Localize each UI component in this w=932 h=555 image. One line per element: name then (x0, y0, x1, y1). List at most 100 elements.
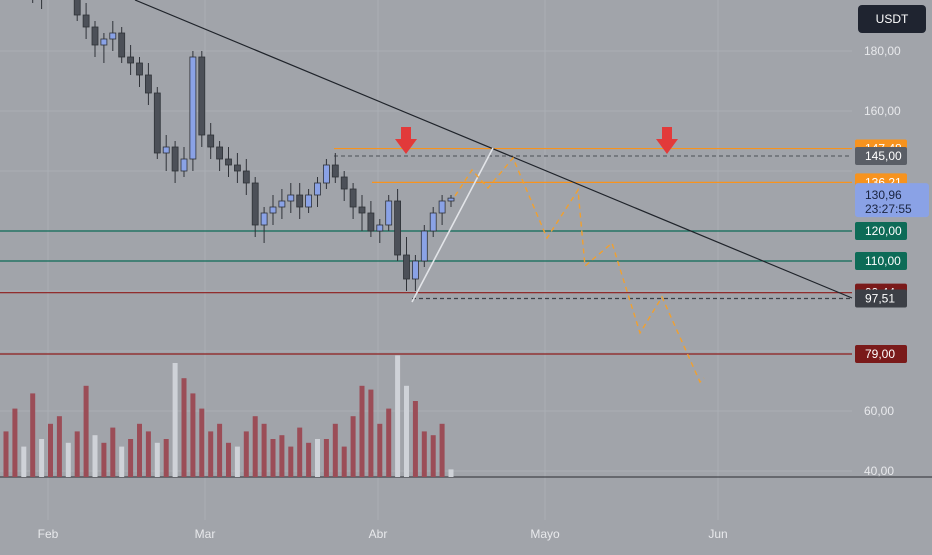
volume-bar (145, 431, 151, 477)
price-tag-label: 120,00 (865, 224, 902, 238)
volume-bar (65, 442, 71, 477)
candle-body (109, 32, 117, 40)
candle-body (322, 164, 330, 184)
candle-body (251, 182, 259, 226)
price-tag-label: 79,00 (865, 347, 895, 361)
candle-body (233, 164, 241, 172)
current-price-label: 130,96 (865, 188, 902, 202)
candle-body (376, 224, 384, 232)
down-arrow-icon (395, 127, 417, 154)
candle-body (358, 206, 366, 214)
uptrend-line (411, 147, 494, 303)
price-tick-label: 60,00 (864, 404, 894, 418)
date-tick-label: Abr (369, 527, 388, 541)
volume-bar (243, 431, 249, 477)
candle-body (438, 200, 446, 214)
candle-body (411, 260, 419, 280)
volume-bar (395, 355, 401, 477)
volume-bar (110, 427, 116, 477)
volume-bar (234, 446, 240, 477)
volume-bar (332, 423, 338, 477)
date-axis: Feb Mar Abr Mayo Jun (38, 527, 728, 541)
candle-body (153, 92, 161, 154)
candle-body (314, 182, 321, 196)
volume-bar (39, 439, 45, 477)
volume-bar (119, 446, 125, 477)
price-tag-label: 145,00 (865, 149, 902, 163)
price-tags: 147,48145,00136,21120,00110,0099,4497,51… (855, 139, 929, 363)
volume-bar (56, 416, 62, 477)
currency-button[interactable]: USDT (858, 5, 926, 33)
price-tag (855, 289, 907, 308)
volume-bar (172, 363, 178, 477)
volume-bar (368, 389, 374, 477)
candle-body (260, 212, 268, 226)
candle-body (136, 62, 143, 76)
candle-body (207, 134, 215, 148)
volume-bar (154, 442, 160, 477)
volume-bar (74, 431, 80, 477)
price-tick-label: 160,00 (864, 104, 901, 118)
volume-bar (252, 416, 258, 477)
price-tag (855, 252, 907, 270)
volume-bar (163, 439, 169, 477)
price-tag (855, 222, 907, 240)
candle-body (269, 206, 277, 214)
downtrend-line (134, 0, 853, 299)
candle-body (82, 14, 90, 28)
candle-body (225, 158, 232, 166)
volume-bar (101, 442, 107, 477)
volume-bar (92, 435, 98, 477)
candle-body (144, 74, 152, 94)
volume-bar (226, 442, 231, 477)
volume-bar (217, 423, 223, 477)
candle-body (296, 194, 304, 208)
volume-bar (430, 435, 436, 477)
candle-body (447, 197, 455, 202)
candle-body (278, 200, 286, 208)
candle-body (127, 56, 134, 64)
price-tag (855, 345, 907, 363)
candle-body (394, 200, 402, 256)
down-arrow-icon (656, 127, 678, 154)
current-price-tag (855, 183, 929, 218)
candle-body (118, 32, 126, 58)
volume-bar (279, 435, 285, 477)
volume-bar (30, 393, 36, 477)
volume-bar (448, 469, 454, 477)
volume-bar (439, 423, 445, 477)
candle-body (171, 146, 179, 172)
candle-body (287, 194, 295, 202)
candle-body (73, 0, 81, 16)
candle-body (429, 212, 437, 232)
candle-body (242, 170, 250, 184)
volume-bar (181, 378, 187, 477)
price-tick-label: 40,00 (864, 464, 894, 478)
volume-bar (270, 439, 276, 477)
volume-bar (83, 385, 89, 477)
volume-bar (48, 423, 53, 477)
candle-body (305, 194, 313, 208)
volume-bar (323, 439, 329, 477)
volume-bar (199, 408, 205, 477)
candle-body (340, 176, 348, 190)
price-tag-label: 97,51 (865, 291, 895, 305)
chart-drawings (134, 0, 853, 384)
candle-body (367, 212, 375, 232)
volume-bar (137, 423, 142, 477)
volume-bar (350, 416, 356, 477)
candle-body (100, 38, 108, 46)
volume-bar (377, 423, 383, 477)
volume-bar (315, 439, 320, 477)
volume-bar (288, 446, 294, 477)
volume-bar (386, 408, 392, 477)
candlesticks (32, 0, 455, 291)
price-tag-label: 110,00 (865, 254, 901, 268)
candle-body (420, 230, 428, 262)
volume-bar (297, 427, 303, 477)
volume-bar (421, 431, 427, 477)
volume-bar (412, 401, 418, 477)
candle-body (180, 158, 188, 172)
